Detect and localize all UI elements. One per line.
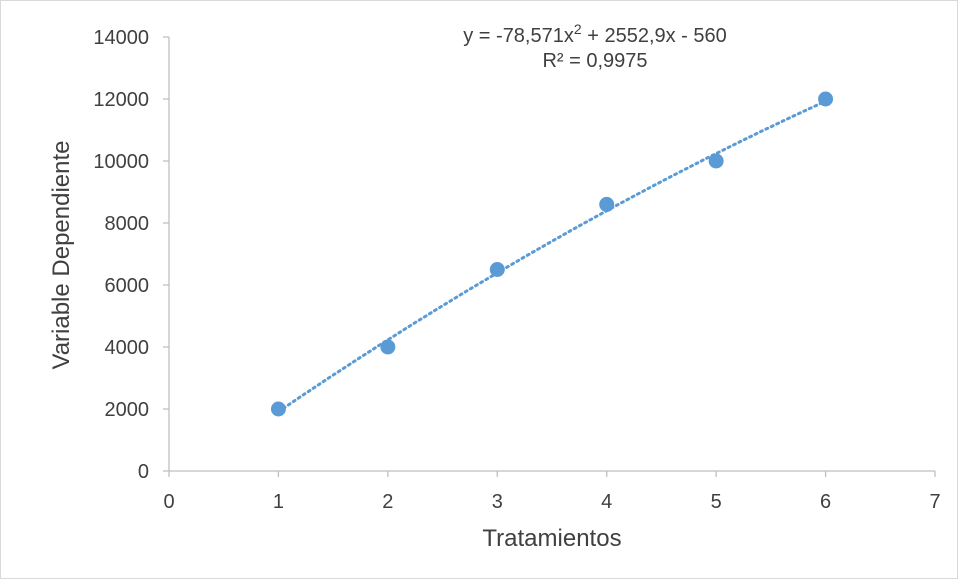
data-point — [270, 401, 286, 417]
y-tick-label: 14000 — [93, 27, 149, 49]
data-points — [270, 91, 834, 417]
equation-superscript: 2 — [574, 21, 582, 37]
x-axis-title: Tratamientos — [482, 525, 621, 552]
y-tick-label: 10000 — [93, 151, 149, 173]
axes — [163, 36, 936, 477]
data-point — [818, 91, 834, 107]
x-tick-label: 2 — [382, 491, 393, 513]
y-tick-label: 6000 — [105, 275, 150, 297]
data-point — [708, 153, 724, 169]
trendline-group — [276, 99, 828, 414]
x-tick-label: 0 — [163, 491, 174, 513]
x-tick-label: 3 — [492, 491, 503, 513]
x-tick-label: 5 — [711, 491, 722, 513]
y-tick-label: 2000 — [105, 399, 150, 421]
x-tick-label: 1 — [273, 491, 284, 513]
trendline-equation: y = -78,571x2 + 2552,9x - 560 — [463, 21, 727, 47]
r-squared-label: R² = 0,9975 — [542, 50, 647, 72]
x-tick-label: 7 — [929, 491, 940, 513]
x-tick-label: 4 — [601, 491, 612, 513]
x-tick-label: 6 — [820, 491, 831, 513]
data-point — [599, 196, 615, 212]
y-tick-label: 4000 — [105, 337, 150, 359]
y-tick-label: 12000 — [93, 89, 149, 111]
tick-labels: 0 1 2 3 4 5 6 7 0 2000 4000 6000 8000 10000 12000 14000 — [93, 27, 940, 513]
y-axis-title: Variable Dependiente — [48, 140, 75, 369]
data-point — [489, 262, 505, 277]
data-point — [380, 339, 396, 355]
y-tick-label: 0 — [138, 461, 149, 483]
trendline — [276, 99, 828, 414]
y-tick-label: 8000 — [105, 213, 150, 235]
